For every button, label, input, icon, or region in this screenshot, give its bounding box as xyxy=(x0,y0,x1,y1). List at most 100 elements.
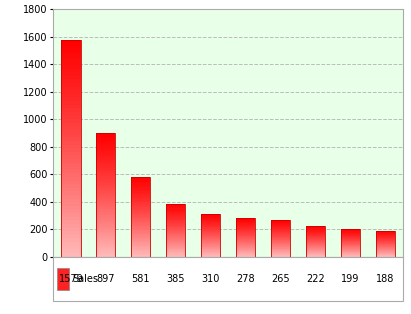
Bar xyxy=(166,247,185,248)
Bar xyxy=(236,226,255,227)
Bar xyxy=(306,231,325,232)
Bar xyxy=(236,232,255,233)
Bar xyxy=(201,222,220,223)
Text: 581: 581 xyxy=(132,274,150,284)
Bar xyxy=(131,246,150,247)
Bar xyxy=(201,216,220,217)
Bar xyxy=(96,242,115,244)
Bar xyxy=(376,240,395,241)
Bar xyxy=(61,249,81,253)
Bar xyxy=(61,152,81,155)
Bar xyxy=(201,237,220,238)
Bar xyxy=(166,255,185,256)
Bar xyxy=(166,253,185,254)
Bar xyxy=(376,234,395,235)
Bar xyxy=(166,251,185,252)
Bar xyxy=(96,142,115,143)
Bar xyxy=(131,185,150,186)
Bar xyxy=(96,193,115,195)
Bar xyxy=(306,247,325,248)
Bar xyxy=(131,213,150,214)
Bar xyxy=(61,108,81,112)
Bar xyxy=(61,130,81,134)
Bar xyxy=(61,79,81,83)
Bar xyxy=(96,211,115,214)
Bar xyxy=(306,246,325,247)
Bar xyxy=(96,158,115,160)
Bar xyxy=(201,225,220,226)
Bar xyxy=(96,230,115,232)
Bar xyxy=(166,239,185,240)
Bar xyxy=(341,247,360,248)
Bar xyxy=(96,156,115,158)
Bar xyxy=(131,209,150,210)
Bar xyxy=(131,251,150,252)
Bar xyxy=(376,233,395,234)
Bar xyxy=(201,243,220,244)
Bar xyxy=(96,176,115,179)
Bar xyxy=(306,255,325,256)
Text: 222: 222 xyxy=(306,274,325,284)
Bar xyxy=(271,228,290,229)
Bar xyxy=(166,230,185,231)
Bar xyxy=(61,112,81,116)
Bar xyxy=(131,239,150,241)
Bar xyxy=(131,252,150,254)
Bar xyxy=(376,246,395,247)
Bar xyxy=(306,234,325,235)
Bar xyxy=(166,209,185,210)
Text: 310: 310 xyxy=(201,274,220,284)
Bar xyxy=(96,143,115,146)
Bar xyxy=(166,249,185,250)
Bar xyxy=(236,234,255,235)
Bar xyxy=(341,238,360,239)
Text: 265: 265 xyxy=(271,274,290,284)
Bar xyxy=(61,62,81,65)
Bar xyxy=(96,162,115,164)
Bar xyxy=(376,236,395,237)
Bar xyxy=(166,227,185,228)
Bar xyxy=(306,240,325,241)
Bar xyxy=(166,256,185,257)
Bar xyxy=(131,205,150,206)
Bar xyxy=(131,178,150,179)
Bar xyxy=(376,237,395,238)
Bar xyxy=(61,98,81,101)
Bar xyxy=(166,219,185,220)
Bar xyxy=(166,235,185,236)
Bar xyxy=(61,199,81,202)
Bar xyxy=(96,248,115,250)
Bar xyxy=(96,203,115,205)
Bar xyxy=(96,146,115,148)
Bar xyxy=(166,213,185,214)
Bar xyxy=(236,228,255,229)
Bar xyxy=(131,243,150,245)
Bar xyxy=(96,244,115,246)
Bar xyxy=(236,237,255,238)
Bar xyxy=(96,150,115,152)
Bar xyxy=(131,177,150,178)
Bar xyxy=(131,187,150,189)
Bar xyxy=(236,249,255,250)
Bar xyxy=(61,220,81,224)
Bar xyxy=(96,191,115,193)
Bar xyxy=(131,242,150,243)
Bar xyxy=(201,242,220,243)
Bar xyxy=(271,230,290,231)
Bar xyxy=(271,234,290,235)
Bar xyxy=(166,245,185,246)
Bar xyxy=(131,231,150,233)
Bar xyxy=(306,228,325,229)
Bar xyxy=(201,214,220,215)
Bar xyxy=(201,234,220,235)
Bar xyxy=(61,54,81,58)
Bar xyxy=(236,235,255,236)
Bar xyxy=(271,232,290,233)
Bar xyxy=(131,254,150,255)
Bar xyxy=(61,141,81,144)
Bar xyxy=(61,206,81,209)
Bar xyxy=(96,226,115,228)
Bar xyxy=(271,221,290,222)
Bar xyxy=(201,220,220,221)
Bar xyxy=(271,226,290,227)
